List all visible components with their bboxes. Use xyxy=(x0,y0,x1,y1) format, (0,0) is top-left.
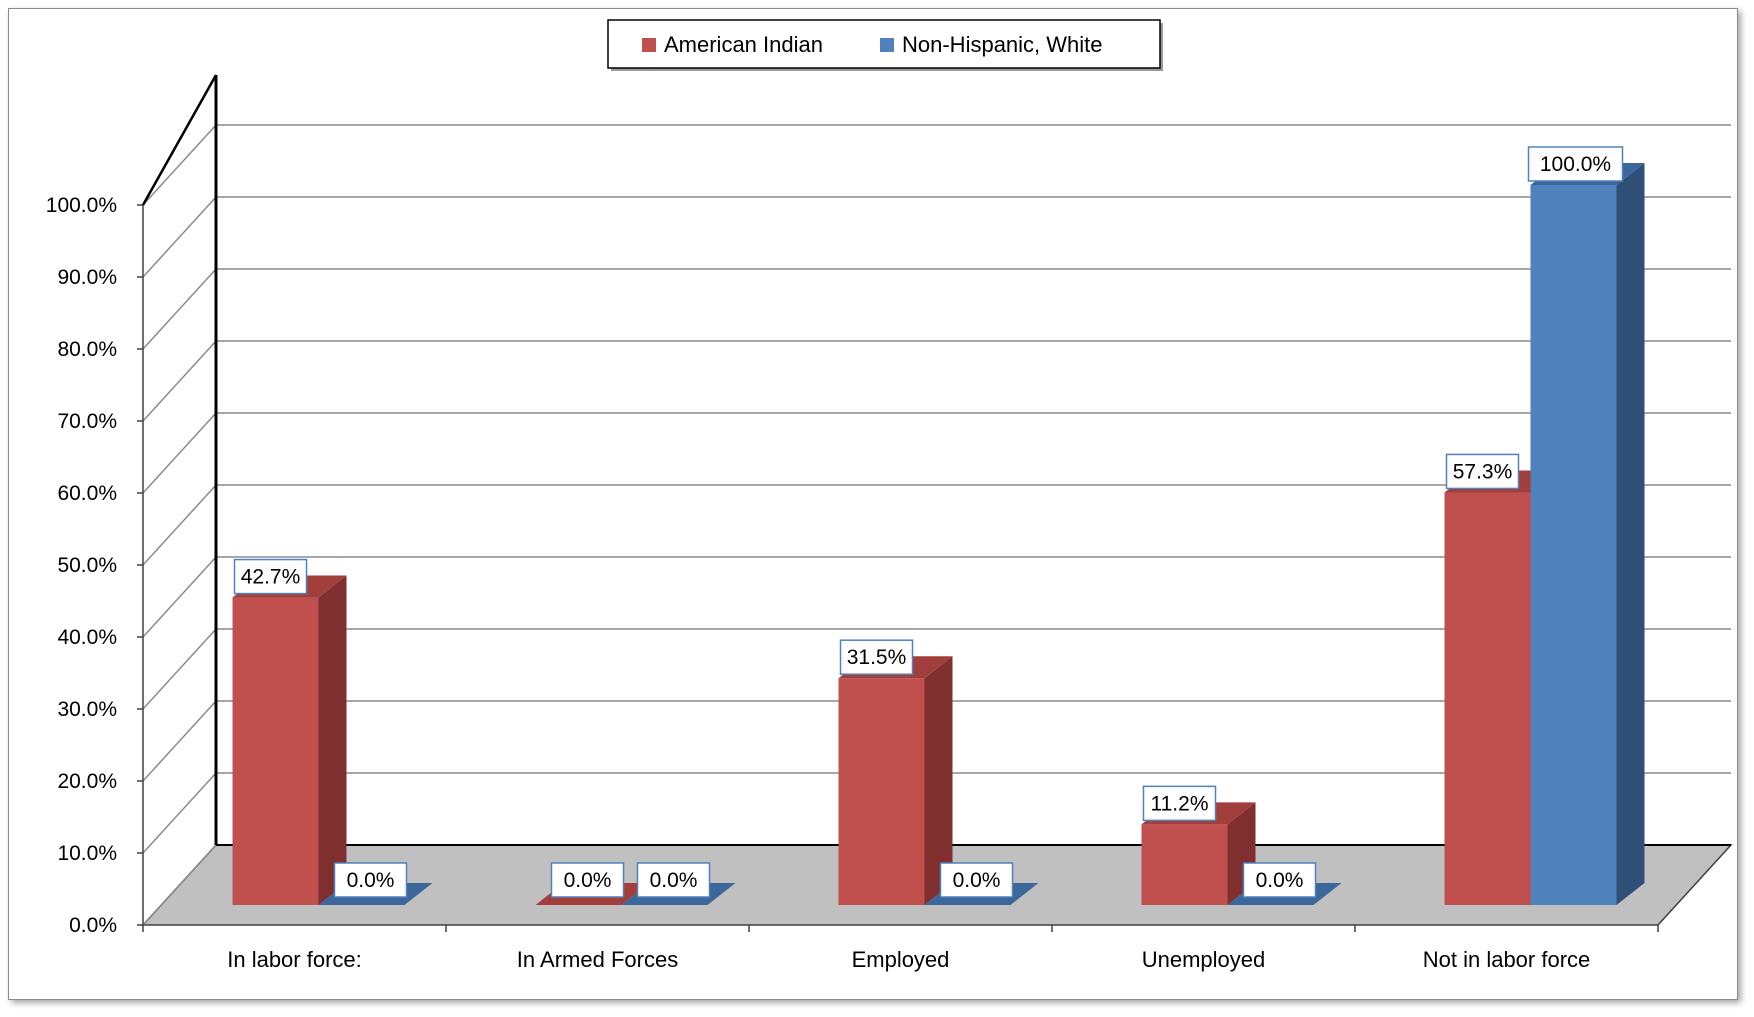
data-label-text: 31.5% xyxy=(847,646,907,669)
data-label: 31.5% xyxy=(839,639,914,675)
data-label: 0.0% xyxy=(939,862,1014,898)
data-label-box xyxy=(233,558,308,595)
y-tick-label: 100.0% xyxy=(46,194,117,217)
data-label-box xyxy=(550,862,625,898)
y-tick-label: 50.0% xyxy=(57,554,117,577)
bar-front-face xyxy=(1530,185,1617,905)
data-label: 57.3% xyxy=(1445,453,1520,490)
bar-non-hispanic-white xyxy=(1530,163,1645,905)
bar-american-indian xyxy=(1141,802,1256,905)
y-tick-label: 70.0% xyxy=(57,410,117,433)
side-wall-gridline xyxy=(142,196,217,278)
y-tick-label: 60.0% xyxy=(57,482,117,505)
x-category-label: Not in labor force xyxy=(1423,947,1591,972)
data-label: 100.0% xyxy=(1527,146,1624,182)
bar-american-indian xyxy=(838,656,953,905)
data-label-text: 57.3% xyxy=(1453,460,1513,483)
legend-swatch xyxy=(642,38,656,52)
data-label-box xyxy=(1445,453,1520,490)
data-label: 0.0% xyxy=(333,862,408,898)
data-label-box xyxy=(1242,862,1317,898)
data-label-text: 11.2% xyxy=(1151,792,1209,815)
chart-bars xyxy=(232,163,1645,905)
data-label-text: 100.0% xyxy=(1540,153,1611,176)
bar-side-face xyxy=(1616,163,1645,905)
y-tick-label: 80.0% xyxy=(57,338,117,361)
bar-side-face xyxy=(318,575,347,905)
side-wall-gridline xyxy=(142,772,217,854)
data-label-box xyxy=(939,862,1014,898)
data-label-box xyxy=(333,862,408,898)
x-category-label: In labor force: xyxy=(227,947,362,972)
side-wall-gridline xyxy=(142,556,217,638)
x-category-label: Employed xyxy=(852,947,950,972)
bar-front-face xyxy=(232,597,319,905)
y-axis-tick-labels: 0.0% 10.0% 20.0% 30.0% 40.0% 50.0% 60.0% 70.0% 8… xyxy=(46,194,117,937)
chart-legend: American Indian Non-Hispanic, White xyxy=(607,19,1163,71)
side-wall-gridline xyxy=(142,340,217,422)
side-wall-gridline xyxy=(142,628,217,710)
y-tick-label: 30.0% xyxy=(57,698,117,721)
legend-label: Non-Hispanic, White xyxy=(902,32,1103,57)
data-label-text: 0.0% xyxy=(953,869,1001,892)
side-wall-gridline xyxy=(142,268,217,350)
y-tick-label: 90.0% xyxy=(57,266,117,289)
data-label-text: 0.0% xyxy=(564,869,612,892)
y-tick-label: 40.0% xyxy=(57,626,117,649)
bar-front-face xyxy=(1444,492,1531,905)
x-category-label: In Armed Forces xyxy=(517,947,678,972)
y-tick-label: 20.0% xyxy=(57,770,117,793)
y-tick-label: 0.0% xyxy=(69,914,117,937)
chart-axes xyxy=(137,74,1731,932)
data-label-box xyxy=(1527,146,1624,182)
side-wall-gridline xyxy=(142,484,217,566)
data-label-text: 0.0% xyxy=(650,869,698,892)
bar-american-indian xyxy=(232,575,347,905)
side-wall-gridline xyxy=(142,124,217,206)
bar-side-face xyxy=(924,656,953,905)
bar-front-face xyxy=(1141,824,1228,905)
data-label: 0.0% xyxy=(550,862,625,898)
data-label: 0.0% xyxy=(636,862,711,898)
legend-label: American Indian xyxy=(664,32,823,57)
side-wall-gridline xyxy=(142,700,217,782)
data-label-box xyxy=(1142,785,1217,822)
data-label-box xyxy=(636,862,711,898)
data-label-box xyxy=(839,639,914,675)
data-label-text: 42.7% xyxy=(241,566,301,589)
chart-data-labels: 42.7% 0.0% 0.0% 0.0% 31.5% 0.0% 11.2% 0.0% 57.3%… xyxy=(233,146,1624,898)
data-label: 42.7% xyxy=(233,558,308,595)
x-category-label: Unemployed xyxy=(1142,947,1266,972)
side-wall-gridline xyxy=(142,412,217,494)
bar-front-face xyxy=(838,678,925,905)
data-label: 11.2% xyxy=(1142,785,1217,822)
data-label: 0.0% xyxy=(1242,862,1317,898)
side-wall-top-edge xyxy=(141,74,218,206)
legend-swatch xyxy=(880,38,894,52)
data-label-text: 0.0% xyxy=(347,869,395,892)
x-axis-category-labels: In labor force: In Armed Forces Employed Un… xyxy=(227,947,1590,972)
data-label-text: 0.0% xyxy=(1256,869,1304,892)
side-wall-gridline xyxy=(142,844,217,926)
y-tick-label: 10.0% xyxy=(57,842,117,865)
